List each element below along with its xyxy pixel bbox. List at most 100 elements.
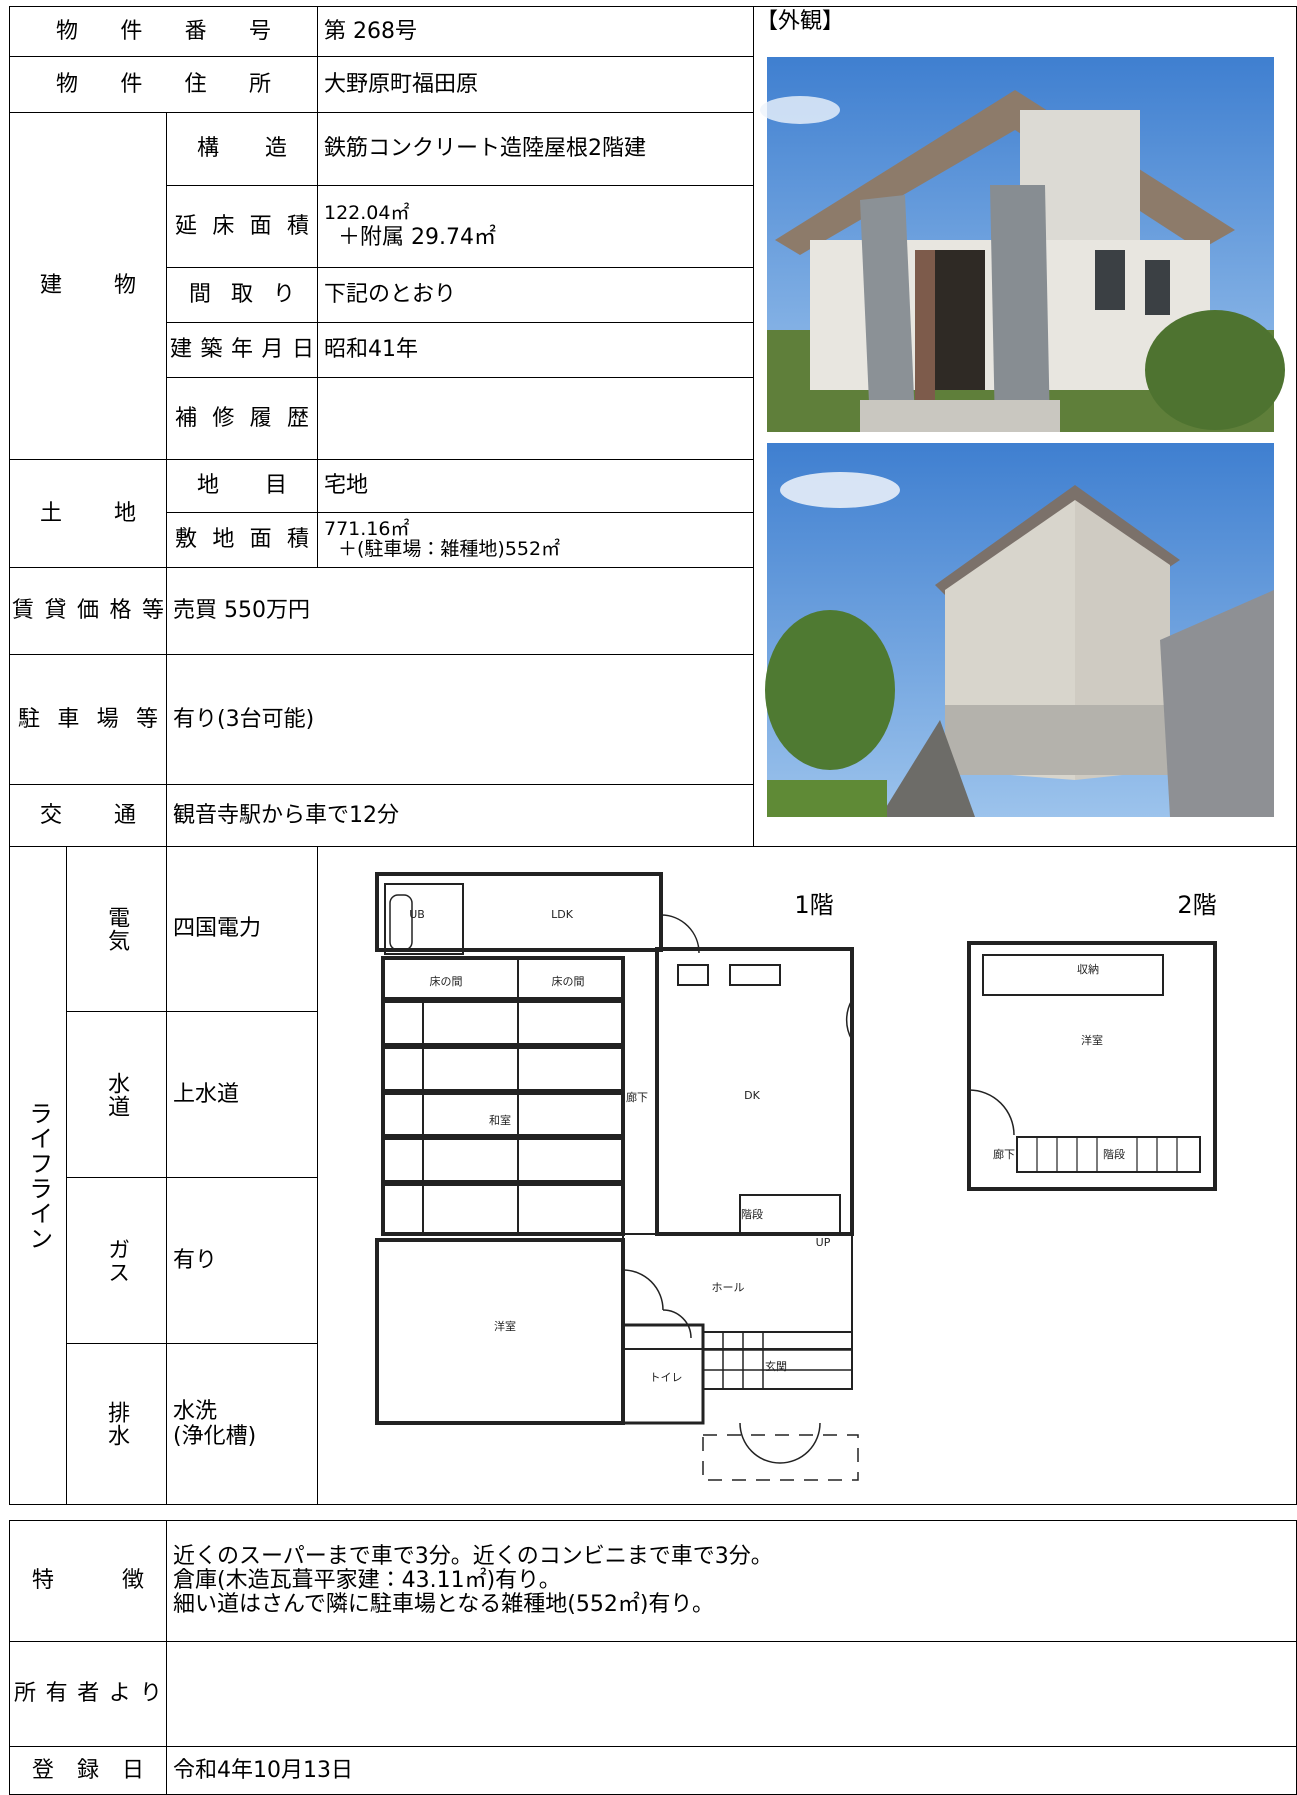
label: 駐車場等 [18,706,158,732]
room-label: UP [816,1236,831,1249]
label: 所有者より [14,1681,162,1707]
label-cell: 建築年月日 [166,322,318,378]
value: 有り(3台可能) [173,706,315,732]
room-label: 廊下 [626,1090,648,1104]
label-cell: 特徴 [9,1520,167,1642]
room-label: DK [744,1089,760,1102]
value-cell: 第 268号 [317,6,754,57]
label-cell: 補修履歴 [166,377,318,460]
label: 物件番号 [56,18,271,44]
label: 補修履歴 [175,405,309,431]
value-cell: 水洗 (浄化槽) [166,1343,318,1505]
value-cell: 有り [166,1177,318,1344]
value-cell: 下記のとおり [317,267,754,323]
value-line: 水洗 [173,1398,218,1424]
label-cell: 構造 [166,112,318,186]
value: 大野原町福田原 [324,71,479,97]
value: 宅地 [324,473,369,499]
label: ガス [104,1237,130,1284]
label-cell: 水道 [66,1011,167,1178]
label-cell: 電気 [66,846,167,1012]
room-label: ホール [712,1281,745,1294]
value-cell: 宅地 [317,459,754,513]
floor-title: 1階 [794,891,833,919]
value-line: ＋(駐車場：雑種地)552㎡ [338,538,561,560]
room-labels: UB LDK 床の間 床の間 和室 廊下 DK 階段 UP ホール 洋室 トイレ… [409,908,1125,1384]
label: 賃貸価格等 [12,598,164,624]
floor-plan-1f [375,872,859,1481]
value-line: 771.16㎡ [324,518,410,541]
label-cell: 交通 [9,784,167,847]
value-line: 細い道はさんで隣に駐車場となる雑種地(552㎡)有り。 [173,1592,714,1618]
floor-title: 2階 [1177,891,1216,919]
room-label: 収納 [1077,962,1099,976]
value-cell: 四国電力 [166,846,318,1012]
value-line: 近くのスーパーまで車で3分。近くのコンビニまで車で3分。 [173,1543,773,1569]
label: 物件住所 [56,71,271,97]
value-cell: 昭和41年 [317,322,754,378]
label: 特徴 [32,1568,144,1594]
label: 延床面積 [175,213,309,239]
label-cell: 物件番号 [9,6,318,57]
value: 昭和41年 [324,337,418,363]
room-label: トイレ [650,1371,683,1384]
value: 観音寺駅から車で12分 [173,802,399,828]
value: 有り [173,1247,218,1273]
label: 建築年月日 [170,337,314,363]
value-cell: 令和4年10月13日 [166,1746,1297,1795]
label-cell: 建物 [9,112,167,460]
label: 建物 [40,273,136,299]
label: 水道 [104,1071,130,1118]
label: 土地 [40,500,136,526]
value: 四国電力 [173,916,262,942]
label-cell: 登録日 [9,1746,167,1795]
exterior-photo-front [760,57,1285,432]
photo-cell: 【外観】 [753,6,1297,847]
room-label: 洋室 [1081,1033,1103,1047]
floor-plan-cell [317,846,1297,1505]
value: 鉄筋コンクリート造陸屋根2階建 [324,136,646,162]
value-line: 倉庫(木造瓦葺平家建：43.11㎡)有り。 [173,1567,561,1593]
room-label: 床の間 [552,975,585,988]
label: 地目 [197,473,287,499]
label: 登録日 [32,1757,144,1783]
room-label: 床の間 [430,975,463,988]
value-line: ＋附属 29.74㎡ [338,224,496,250]
photo-label: 【外観】 [756,9,845,34]
label-cell: 駐車場等 [9,654,167,785]
value-cell: 近くのスーパーまで車で3分。近くのコンビニまで車で3分。 倉庫(木造瓦葺平家建：… [166,1520,1297,1642]
value: 上水道 [173,1081,240,1107]
value-cell: 上水道 [166,1011,318,1178]
room-label: 階段 [741,1207,763,1221]
label-cell: ライフライン [9,846,67,1505]
label-cell: 所有者より [9,1641,167,1747]
label: 交通 [40,802,136,828]
value-cell: 観音寺駅から車で12分 [166,784,754,847]
label: 排水 [104,1401,130,1447]
room-label: 階段 [1103,1147,1125,1161]
floor-plan-2f [967,941,1217,1191]
label-cell: 物件住所 [9,56,318,113]
value: 売買 550万円 [173,598,310,624]
room-label: 洋室 [494,1319,516,1333]
label: 電気 [104,906,130,952]
label: ライフライン [24,1100,53,1251]
value: 下記のとおり [324,282,457,308]
label-cell: ガス [66,1177,167,1344]
value-cell: 大野原町福田原 [317,56,754,113]
value-cell: 鉄筋コンクリート造陸屋根2階建 [317,112,754,186]
value-cell [317,377,754,460]
label-cell: 地目 [166,459,318,513]
value-line: 122.04㎡ [324,201,410,224]
label-cell: 賃貸価格等 [9,567,167,655]
room-label: 玄関 [765,1360,787,1373]
room-label: 和室 [489,1114,511,1127]
value-cell [166,1641,1297,1747]
value-cell: 売買 550万円 [166,567,754,655]
label: 間取り [189,282,295,308]
value: 第 268号 [324,18,417,44]
value: 令和4年10月13日 [173,1757,353,1783]
